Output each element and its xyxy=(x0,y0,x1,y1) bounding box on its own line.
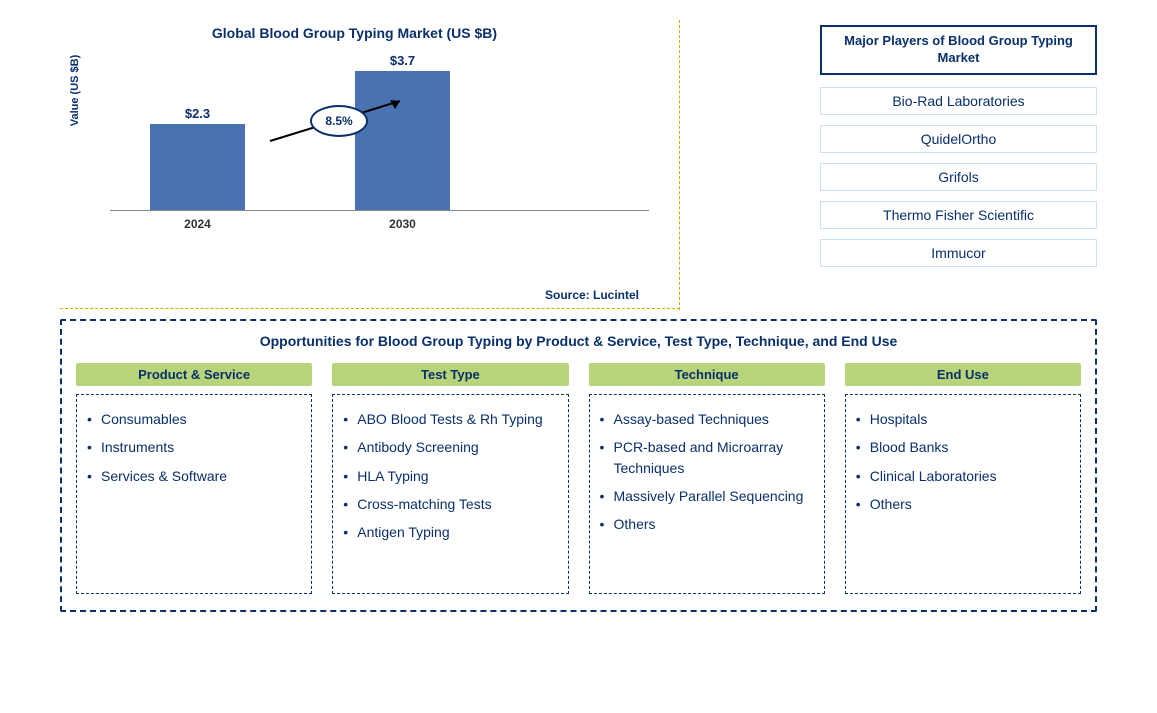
opportunity-item: Services & Software xyxy=(87,462,301,490)
growth-rate-badge: 8.5% xyxy=(310,105,368,137)
opportunity-column-header: End Use xyxy=(845,363,1081,386)
x-tick-label: 2024 xyxy=(150,217,245,231)
growth-indicator: 8.5% xyxy=(265,91,415,151)
bar-value-label: $3.7 xyxy=(355,53,450,68)
opportunity-item: Blood Banks xyxy=(856,433,1070,461)
opportunity-item: ABO Blood Tests & Rh Typing xyxy=(343,405,557,433)
chart-area: Global Blood Group Typing Market (US $B)… xyxy=(60,20,680,310)
bar-2024: $2.3 xyxy=(150,124,245,210)
chart-title: Global Blood Group Typing Market (US $B) xyxy=(60,25,649,41)
player-item: Thermo Fisher Scientific xyxy=(820,201,1097,229)
opportunity-item: Antigen Typing xyxy=(343,518,557,546)
player-item: QuidelOrtho xyxy=(820,125,1097,153)
opportunities-columns: Product & Service ConsumablesInstrumentsS… xyxy=(76,363,1081,594)
opportunities-title: Opportunities for Blood Group Typing by … xyxy=(76,333,1081,349)
opportunity-item: Others xyxy=(856,490,1070,518)
players-list: Bio-Rad Laboratories QuidelOrtho Grifols Th… xyxy=(820,87,1097,267)
opportunity-column-body: Assay-based TechniquesPCR-based and Micr… xyxy=(589,394,825,594)
opportunity-column-body: ConsumablesInstrumentsServices & Softwar… xyxy=(76,394,312,594)
opportunity-column-body: HospitalsBlood BanksClinical Laboratorie… xyxy=(845,394,1081,594)
bar-rect xyxy=(150,124,245,210)
opportunity-column: Technique Assay-based TechniquesPCR-based… xyxy=(589,363,825,594)
opportunity-item: Others xyxy=(600,510,814,538)
top-section: Global Blood Group Typing Market (US $B)… xyxy=(60,20,1097,310)
opportunity-column: End Use HospitalsBlood BanksClinical Labo… xyxy=(845,363,1081,594)
opportunity-column-body: ABO Blood Tests & Rh TypingAntibody Scre… xyxy=(332,394,568,594)
opportunity-item: Assay-based Techniques xyxy=(600,405,814,433)
x-tick-label: 2030 xyxy=(355,217,450,231)
opportunity-item: HLA Typing xyxy=(343,462,557,490)
opportunity-item: Cross-matching Tests xyxy=(343,490,557,518)
y-axis-label: Value (US $B) xyxy=(69,55,81,127)
opportunity-column-header: Test Type xyxy=(332,363,568,386)
opportunity-item: Massively Parallel Sequencing xyxy=(600,482,814,510)
bar-value-label: $2.3 xyxy=(150,106,245,121)
opportunity-item: PCR-based and Microarray Techniques xyxy=(600,433,814,482)
opportunity-column-header: Product & Service xyxy=(76,363,312,386)
major-players-panel: Major Players of Blood Group Typing Mark… xyxy=(680,20,1097,310)
player-item: Immucor xyxy=(820,239,1097,267)
opportunity-column-header: Technique xyxy=(589,363,825,386)
player-item: Grifols xyxy=(820,163,1097,191)
bars-holder: $2.3 $3.7 8.5% xyxy=(110,61,649,211)
opportunity-item: Instruments xyxy=(87,433,301,461)
source-label: Source: Lucintel xyxy=(545,288,639,302)
x-axis-labels: 2024 2030 xyxy=(110,217,649,231)
opportunity-item: Consumables xyxy=(87,405,301,433)
opportunity-column: Test TypeABO Blood Tests & Rh TypingAnti… xyxy=(332,363,568,594)
opportunity-item: Hospitals xyxy=(856,405,1070,433)
opportunity-column: Product & Service ConsumablesInstrumentsS… xyxy=(76,363,312,594)
opportunities-section: Opportunities for Blood Group Typing by … xyxy=(60,319,1097,612)
players-title: Major Players of Blood Group Typing Mark… xyxy=(820,25,1097,75)
opportunity-item: Antibody Screening xyxy=(343,433,557,461)
player-item: Bio-Rad Laboratories xyxy=(820,87,1097,115)
bar-chart: Value (US $B) $2.3 $3.7 8.5% xyxy=(110,61,649,251)
opportunity-item: Clinical Laboratories xyxy=(856,462,1070,490)
